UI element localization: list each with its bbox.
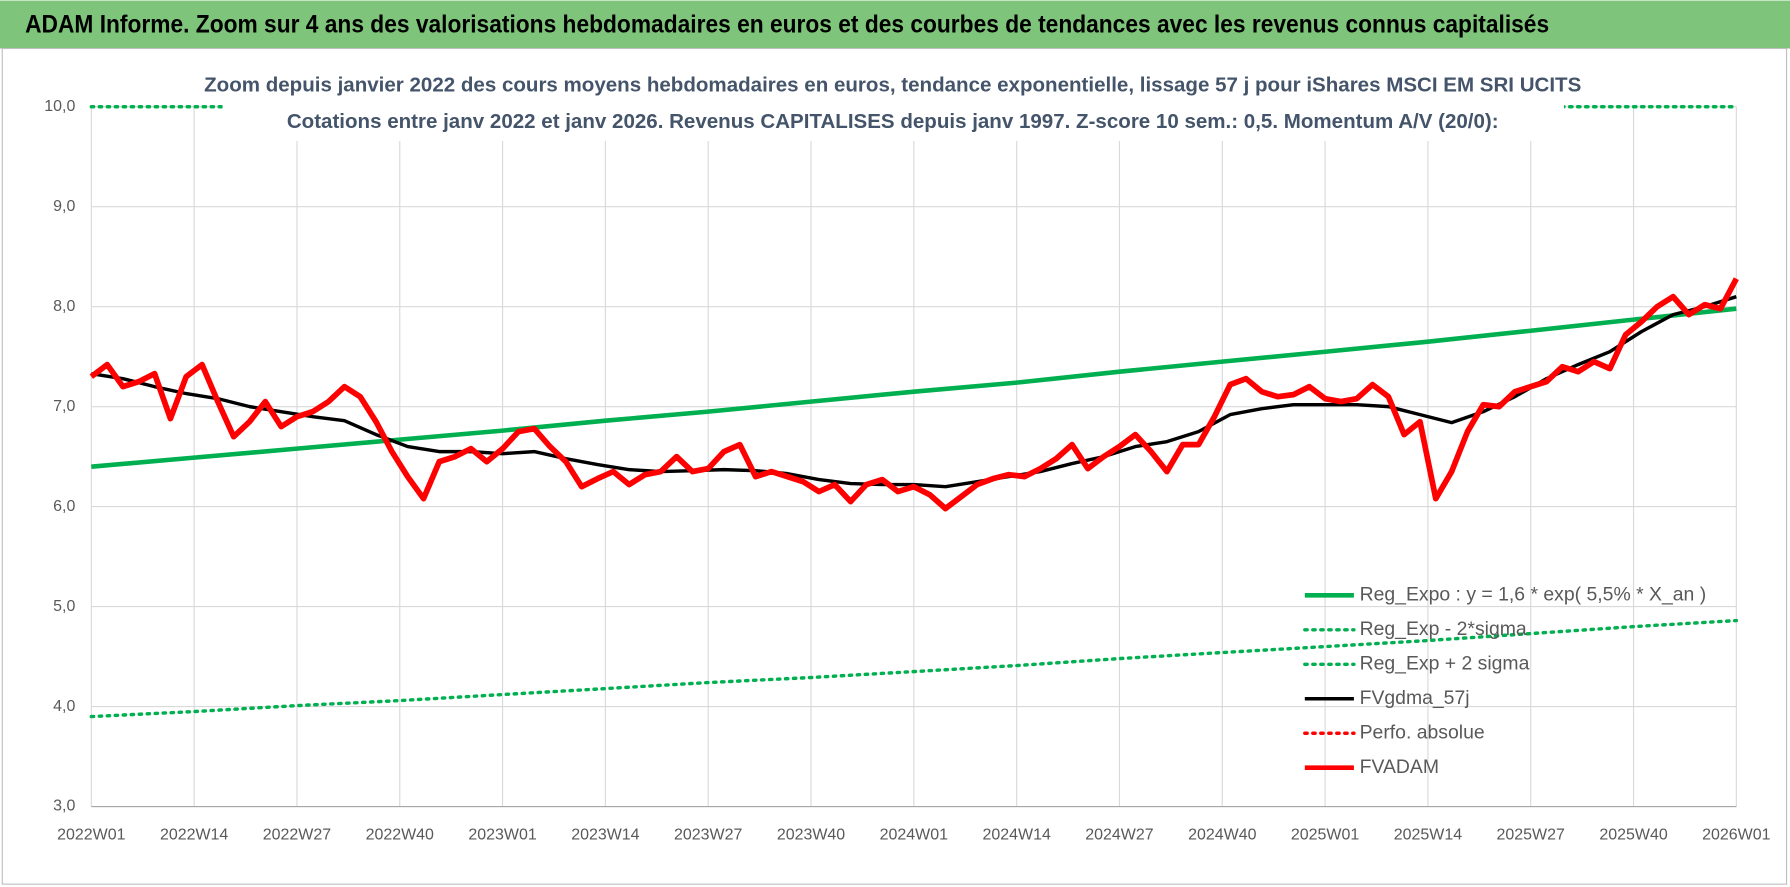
x-tick-label: 2025W27 xyxy=(1497,826,1565,843)
x-tick-label: 2025W01 xyxy=(1291,826,1359,843)
x-tick-label: 2025W14 xyxy=(1394,826,1462,843)
series-line xyxy=(91,306,1737,469)
header-bar xyxy=(0,0,1790,49)
x-tick-label: 2025W40 xyxy=(1599,826,1667,843)
chart-title: Cotations entre janv 2022 et janv 2026. … xyxy=(287,110,1499,133)
y-tick-label: 5,0 xyxy=(53,598,75,615)
y-tick-label: 9,0 xyxy=(53,198,75,215)
legend-label: Perfo. absolue xyxy=(1360,721,1485,743)
x-tick-label: 2026W01 xyxy=(1702,826,1770,843)
x-tick-label: 2023W27 xyxy=(674,826,742,843)
x-tick-label: 2022W27 xyxy=(263,826,331,843)
legend-label: FVgdma_57j xyxy=(1360,687,1470,709)
y-tick-label: 8,0 xyxy=(53,298,75,315)
title-box xyxy=(222,65,1564,141)
chart-title: Zoom depuis janvier 2022 des cours moyen… xyxy=(204,74,1581,97)
y-tick-label: 10,0 xyxy=(44,98,75,115)
x-tick-label: 2024W14 xyxy=(982,826,1050,843)
legend-label: Reg_Expo : y = 1,6 * exp( 5,5% * X_an ) xyxy=(1360,583,1707,605)
x-tick-label: 2022W14 xyxy=(160,826,228,843)
y-tick-label: 4,0 xyxy=(53,698,75,715)
y-tick-label: 7,0 xyxy=(53,398,75,415)
x-tick-label: 2024W40 xyxy=(1188,826,1256,843)
legend-label: Reg_Exp + 2 sigma xyxy=(1360,652,1530,674)
x-tick-label: 2023W40 xyxy=(777,826,845,843)
y-tick-label: 3,0 xyxy=(53,798,75,815)
series-line xyxy=(89,618,1739,719)
legend-label: Reg_Exp - 2*sigma xyxy=(1360,618,1527,640)
chart-frame xyxy=(1,47,1788,885)
x-tick-label: 2022W01 xyxy=(57,826,125,843)
series-line xyxy=(89,277,1739,512)
x-tick-label: 2024W01 xyxy=(880,826,948,843)
x-tick-label: 2023W01 xyxy=(468,826,536,843)
x-tick-label: 2023W14 xyxy=(571,826,639,843)
x-tick-label: 2022W40 xyxy=(366,826,434,843)
legend-label: FVADAM xyxy=(1360,756,1439,778)
x-tick-label: 2024W27 xyxy=(1085,826,1153,843)
header-title: ADAM Informe. Zoom sur 4 ans des valoris… xyxy=(25,10,1549,38)
y-tick-label: 6,0 xyxy=(53,498,75,515)
